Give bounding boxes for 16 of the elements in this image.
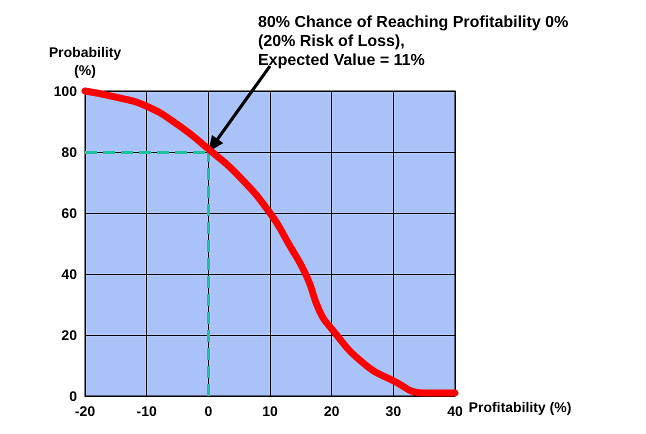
y-axis-title: Probability (%) xyxy=(48,44,122,78)
text: 80% Chance of Reaching Profitability 0% (20% Risk of Loss), Expected Value = 11% xyxy=(258,14,568,69)
y-tick-label: 80 xyxy=(61,144,78,160)
x-tick-label: -10 xyxy=(136,403,157,419)
y-tick-label: 40 xyxy=(61,266,78,282)
y-tick-label: 20 xyxy=(61,327,78,343)
x-tick-label: 30 xyxy=(386,403,402,419)
y-tick-label: 60 xyxy=(61,205,78,221)
x-tick-label: 10 xyxy=(262,403,278,419)
x-tick-label: 0 xyxy=(204,403,212,419)
x-tick-label: 40 xyxy=(447,403,463,419)
y-tick-label: 100 xyxy=(54,83,78,99)
x-axis-title: Profitability (%) xyxy=(468,399,572,415)
x-tick-label: -20 xyxy=(74,403,96,419)
y-tick-label: 0 xyxy=(69,388,78,404)
x-tick-label: 20 xyxy=(324,403,340,419)
